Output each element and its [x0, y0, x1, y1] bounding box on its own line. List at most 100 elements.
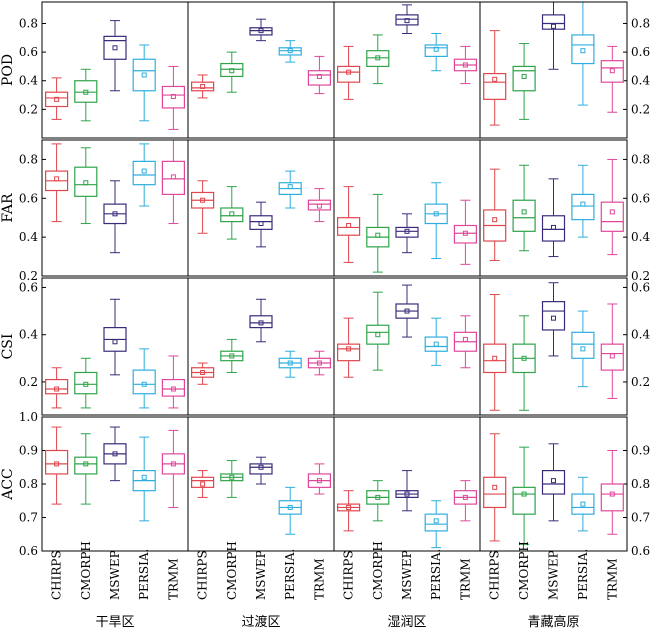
box-acc-3-chirps [483, 476, 507, 509]
category-label-mswep: MSWEP [108, 550, 122, 600]
box-pod-0-cmorph [74, 80, 98, 103]
y-tick-label-left: 0.4 [19, 230, 38, 244]
box-pod-2-mswep [395, 14, 419, 26]
y-tick-label-right: 0.8 [631, 16, 650, 30]
mean-marker-csi-1-trmm [316, 360, 322, 366]
y-tick-label-right: 0.6 [631, 45, 650, 59]
y-tick-label-left: 1.0 [19, 410, 38, 424]
mean-marker-csi-0-persia [141, 381, 147, 387]
panel-frame-far-3 [479, 139, 628, 277]
mean-marker-csi-0-mswep [112, 339, 118, 345]
mean-marker-pod-3-persia [580, 48, 586, 54]
mean-marker-csi-0-chirps [54, 386, 60, 392]
y-tick-label-left: 0.6 [19, 191, 38, 205]
mean-marker-pod-2-cmorph [375, 55, 381, 61]
mean-marker-csi-1-chirps [200, 369, 206, 375]
box-far-1-trmm [307, 199, 331, 211]
y-tick-label-right: 0.8 [631, 477, 650, 491]
panel-frame-csi-3 [479, 277, 628, 416]
box-pod-0-mswep [103, 35, 127, 60]
y-tick-label-right: 0.6 [631, 191, 650, 205]
box-pod-3-chirps [483, 72, 507, 100]
mean-marker-csi-3-chirps [492, 355, 498, 361]
box-acc-3-cmorph [512, 486, 536, 515]
box-far-2-mswep [395, 226, 419, 238]
category-label-chirps: CHIRPS [342, 550, 356, 600]
y-tick-label-left: 0.6 [19, 280, 38, 294]
mean-marker-acc-3-chirps [492, 484, 498, 490]
mean-marker-acc-0-mswep [112, 451, 118, 457]
mean-marker-pod-0-persia [141, 72, 147, 78]
box-pod-1-persia [278, 47, 302, 56]
y-tick-label-right: 0.2 [631, 375, 650, 389]
box-far-1-cmorph [220, 207, 244, 223]
box-csi-3-mswep [541, 301, 566, 331]
box-pod-1-trmm [307, 70, 331, 86]
category-label-mswep: MSWEP [254, 550, 268, 600]
mean-marker-acc-1-mswep [258, 464, 264, 470]
mean-marker-acc-1-persia [287, 504, 293, 510]
mean-marker-acc-3-cmorph [521, 491, 527, 497]
box-csi-2-persia [424, 336, 448, 352]
box-far-2-trmm [453, 224, 477, 244]
box-far-0-persia [132, 160, 156, 186]
metric-label-csi: CSI [0, 334, 16, 360]
box-pod-1-cmorph [220, 62, 244, 78]
category-label-trmm: TRMM [458, 558, 472, 600]
mean-marker-csi-3-trmm [609, 353, 615, 359]
mean-marker-pod-1-persia [287, 48, 293, 54]
y-tick-label-right: 0.6 [631, 280, 650, 294]
mean-marker-csi-3-cmorph [521, 355, 527, 361]
y-tick-label-right: 0.2 [631, 269, 650, 283]
mean-marker-acc-1-cmorph [229, 474, 235, 480]
box-csi-0-cmorph [74, 371, 98, 395]
mean-marker-acc-0-persia [141, 474, 147, 480]
box-csi-2-chirps [337, 343, 361, 362]
region-label-0: 干旱区 [95, 615, 134, 630]
mean-marker-acc-2-chirps [346, 504, 352, 510]
category-label-cmorph: CMORPH [225, 541, 239, 600]
y-tick-label-left: 0.4 [19, 74, 38, 88]
mean-marker-far-0-mswep [112, 211, 118, 217]
y-tick-label-right: 0.7 [631, 511, 650, 525]
mean-marker-acc-2-persia [433, 518, 439, 524]
y-tick-label-right: 0.6 [631, 544, 650, 558]
y-tick-label-left: 0.2 [19, 102, 38, 116]
mean-marker-pod-2-chirps [346, 69, 352, 75]
metric-label-acc: ACC [0, 468, 16, 501]
mean-marker-csi-3-mswep [551, 315, 556, 321]
category-label-chirps: CHIRPS [196, 550, 210, 600]
mean-marker-far-2-persia [433, 211, 439, 217]
box-acc-1-mswep [249, 463, 273, 475]
mean-marker-pod-1-chirps [200, 83, 206, 89]
box-acc-2-persia [424, 513, 448, 532]
mean-marker-pod-0-cmorph [83, 89, 89, 95]
mean-marker-pod-0-mswep [112, 45, 118, 51]
box-acc-3-persia [571, 493, 595, 515]
y-tick-label-left: 0.8 [19, 477, 38, 491]
category-label-mswep: MSWEP [400, 550, 414, 600]
mean-marker-acc-3-mswep [551, 478, 556, 484]
mean-marker-far-3-chirps [492, 217, 498, 223]
box-pod-3-trmm [600, 60, 624, 83]
box-acc-0-cmorph [74, 456, 98, 475]
mean-marker-csi-2-persia [433, 341, 439, 347]
y-tick-label-right: 0.2 [631, 102, 650, 116]
category-label-persia: PERSIA. [283, 549, 297, 600]
metric-label-pod: POD [0, 54, 16, 86]
y-tick-label-left: 0.4 [19, 328, 38, 342]
mean-marker-csi-2-trmm [462, 336, 468, 342]
region-label-3: 青藏高原 [527, 614, 579, 630]
mean-marker-far-2-trmm [462, 230, 468, 236]
category-label-chirps: CHIRPS [50, 550, 64, 600]
y-tick-label-right: 0.4 [631, 328, 650, 342]
category-label-trmm: TRMM [166, 558, 180, 600]
mean-marker-far-2-cmorph [375, 232, 381, 238]
box-acc-3-mswep [541, 470, 566, 495]
box-csi-3-chirps [483, 343, 507, 374]
mean-marker-pod-2-persia [433, 46, 439, 52]
box-pod-0-chirps [44, 91, 69, 108]
box-csi-0-trmm [161, 378, 185, 397]
y-tick-label-left: 0.6 [19, 544, 38, 558]
mean-marker-pod-0-trmm [170, 93, 176, 99]
